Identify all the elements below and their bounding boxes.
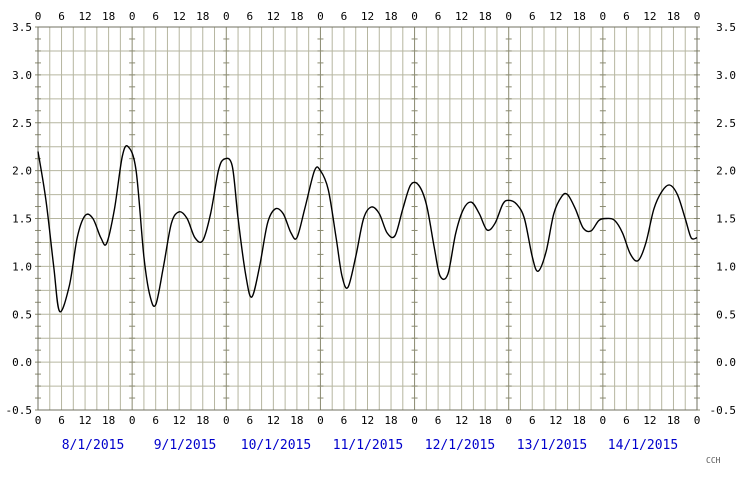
y-tick-label-left: 1.5 (12, 213, 32, 226)
x-tick-label-bottom: 6 (341, 414, 348, 427)
x-tick-label-bottom: 0 (600, 414, 607, 427)
y-tick-label-left: 0.5 (12, 308, 32, 321)
x-tick-label-top: 18 (290, 10, 303, 23)
x-tick-label-bottom: 12 (549, 414, 562, 427)
x-tick-label-top: 0 (129, 10, 136, 23)
x-tick-label-top: 6 (529, 10, 536, 23)
x-tick-label-bottom: 0 (411, 414, 418, 427)
x-tick-label-top: 0 (600, 10, 607, 23)
x-tick-label-top: 6 (623, 10, 630, 23)
y-tick-label-left: 0.0 (12, 356, 32, 369)
x-tick-label-bottom: 0 (505, 414, 512, 427)
x-tick-label-top: 12 (173, 10, 186, 23)
x-tick-label-bottom: 12 (173, 414, 186, 427)
date-label: 9/1/2015 (153, 438, 217, 453)
date-label: 12/1/2015 (424, 438, 496, 453)
x-tick-label-bottom: 0 (223, 414, 230, 427)
x-tick-label-top: 0 (317, 10, 324, 23)
x-tick-label-top: 12 (643, 10, 656, 23)
y-tick-label-left: -0.5 (6, 404, 33, 417)
x-tick-label-bottom: 0 (317, 414, 324, 427)
x-tick-label-bottom: 18 (573, 414, 586, 427)
x-tick-label-top: 18 (667, 10, 680, 23)
y-tick-label-right: 2.0 (716, 165, 736, 178)
x-tick-label-bottom: 18 (290, 414, 303, 427)
y-tick-label-right: 3.5 (716, 21, 736, 34)
x-tick-label-bottom: 6 (623, 414, 630, 427)
x-tick-label-bottom: 0 (35, 414, 42, 427)
x-tick-label-top: 0 (223, 10, 230, 23)
credit-label: CCH (706, 456, 721, 465)
x-tick-label-top: 12 (361, 10, 374, 23)
y-tick-label-right: 0.5 (716, 308, 736, 321)
x-tick-label-bottom: 18 (667, 414, 680, 427)
series-line (37, 145, 698, 313)
x-tick-label-top: 6 (247, 10, 254, 23)
x-tick-label-bottom: 0 (129, 414, 136, 427)
x-tick-label-bottom: 12 (455, 414, 468, 427)
x-tick-label-bottom: 18 (479, 414, 492, 427)
x-tick-label-bottom: 18 (196, 414, 209, 427)
x-tick-label-top: 6 (341, 10, 348, 23)
x-tick-label-top: 12 (455, 10, 468, 23)
x-tick-label-top: 18 (196, 10, 209, 23)
x-tick-label-bottom: 12 (78, 414, 91, 427)
x-tick-label-top: 18 (573, 10, 586, 23)
y-tick-label-left: 2.0 (12, 165, 32, 178)
x-tick-label-bottom: 6 (247, 414, 254, 427)
x-tick-label-bottom: 18 (384, 414, 397, 427)
x-tick-label-top: 6 (152, 10, 159, 23)
x-tick-label-bottom: 6 (529, 414, 536, 427)
x-tick-label-bottom: 6 (435, 414, 442, 427)
x-tick-label-top: 18 (102, 10, 115, 23)
y-tick-label-left: 1.0 (12, 260, 32, 273)
y-tick-label-right: 2.5 (716, 117, 736, 130)
y-tick-label-left: 3.0 (12, 69, 32, 82)
x-tick-label-bottom: 18 (102, 414, 115, 427)
x-tick-label-top: 6 (435, 10, 442, 23)
y-tick-label-left: 3.5 (12, 21, 32, 34)
x-tick-label-top: 0 (411, 10, 418, 23)
x-tick-label-top: 18 (384, 10, 397, 23)
x-tick-label-top: 0 (35, 10, 42, 23)
x-tick-label-top: 12 (78, 10, 91, 23)
y-tick-label-right: -0.5 (710, 404, 737, 417)
y-tick-label-left: 2.5 (12, 117, 32, 130)
x-tick-label-top: 6 (58, 10, 65, 23)
x-tick-label-bottom: 6 (152, 414, 159, 427)
y-tick-label-right: 1.5 (716, 213, 736, 226)
date-label: 10/1/2015 (240, 438, 312, 453)
y-tick-label-right: 0.0 (716, 356, 736, 369)
x-tick-label-top: 0 (505, 10, 512, 23)
y-tick-label-right: 3.0 (716, 69, 736, 82)
plot-frame (37, 26, 698, 411)
x-tick-label-bottom: 12 (643, 414, 656, 427)
x-tick-label-top: 18 (479, 10, 492, 23)
date-label: 13/1/2015 (516, 438, 588, 453)
x-tick-label-bottom: 0 (694, 414, 701, 427)
x-tick-label-bottom: 12 (361, 414, 374, 427)
y-tick-label-right: 1.0 (716, 260, 736, 273)
x-tick-label-bottom: 12 (267, 414, 280, 427)
date-label: 8/1/2015 (61, 438, 125, 453)
x-tick-label-top: 0 (694, 10, 701, 23)
x-tick-label-top: 12 (549, 10, 562, 23)
x-tick-label-top: 12 (267, 10, 280, 23)
x-tick-label-bottom: 6 (58, 414, 65, 427)
date-label: 11/1/2015 (332, 438, 404, 453)
date-label: 14/1/2015 (607, 438, 679, 453)
